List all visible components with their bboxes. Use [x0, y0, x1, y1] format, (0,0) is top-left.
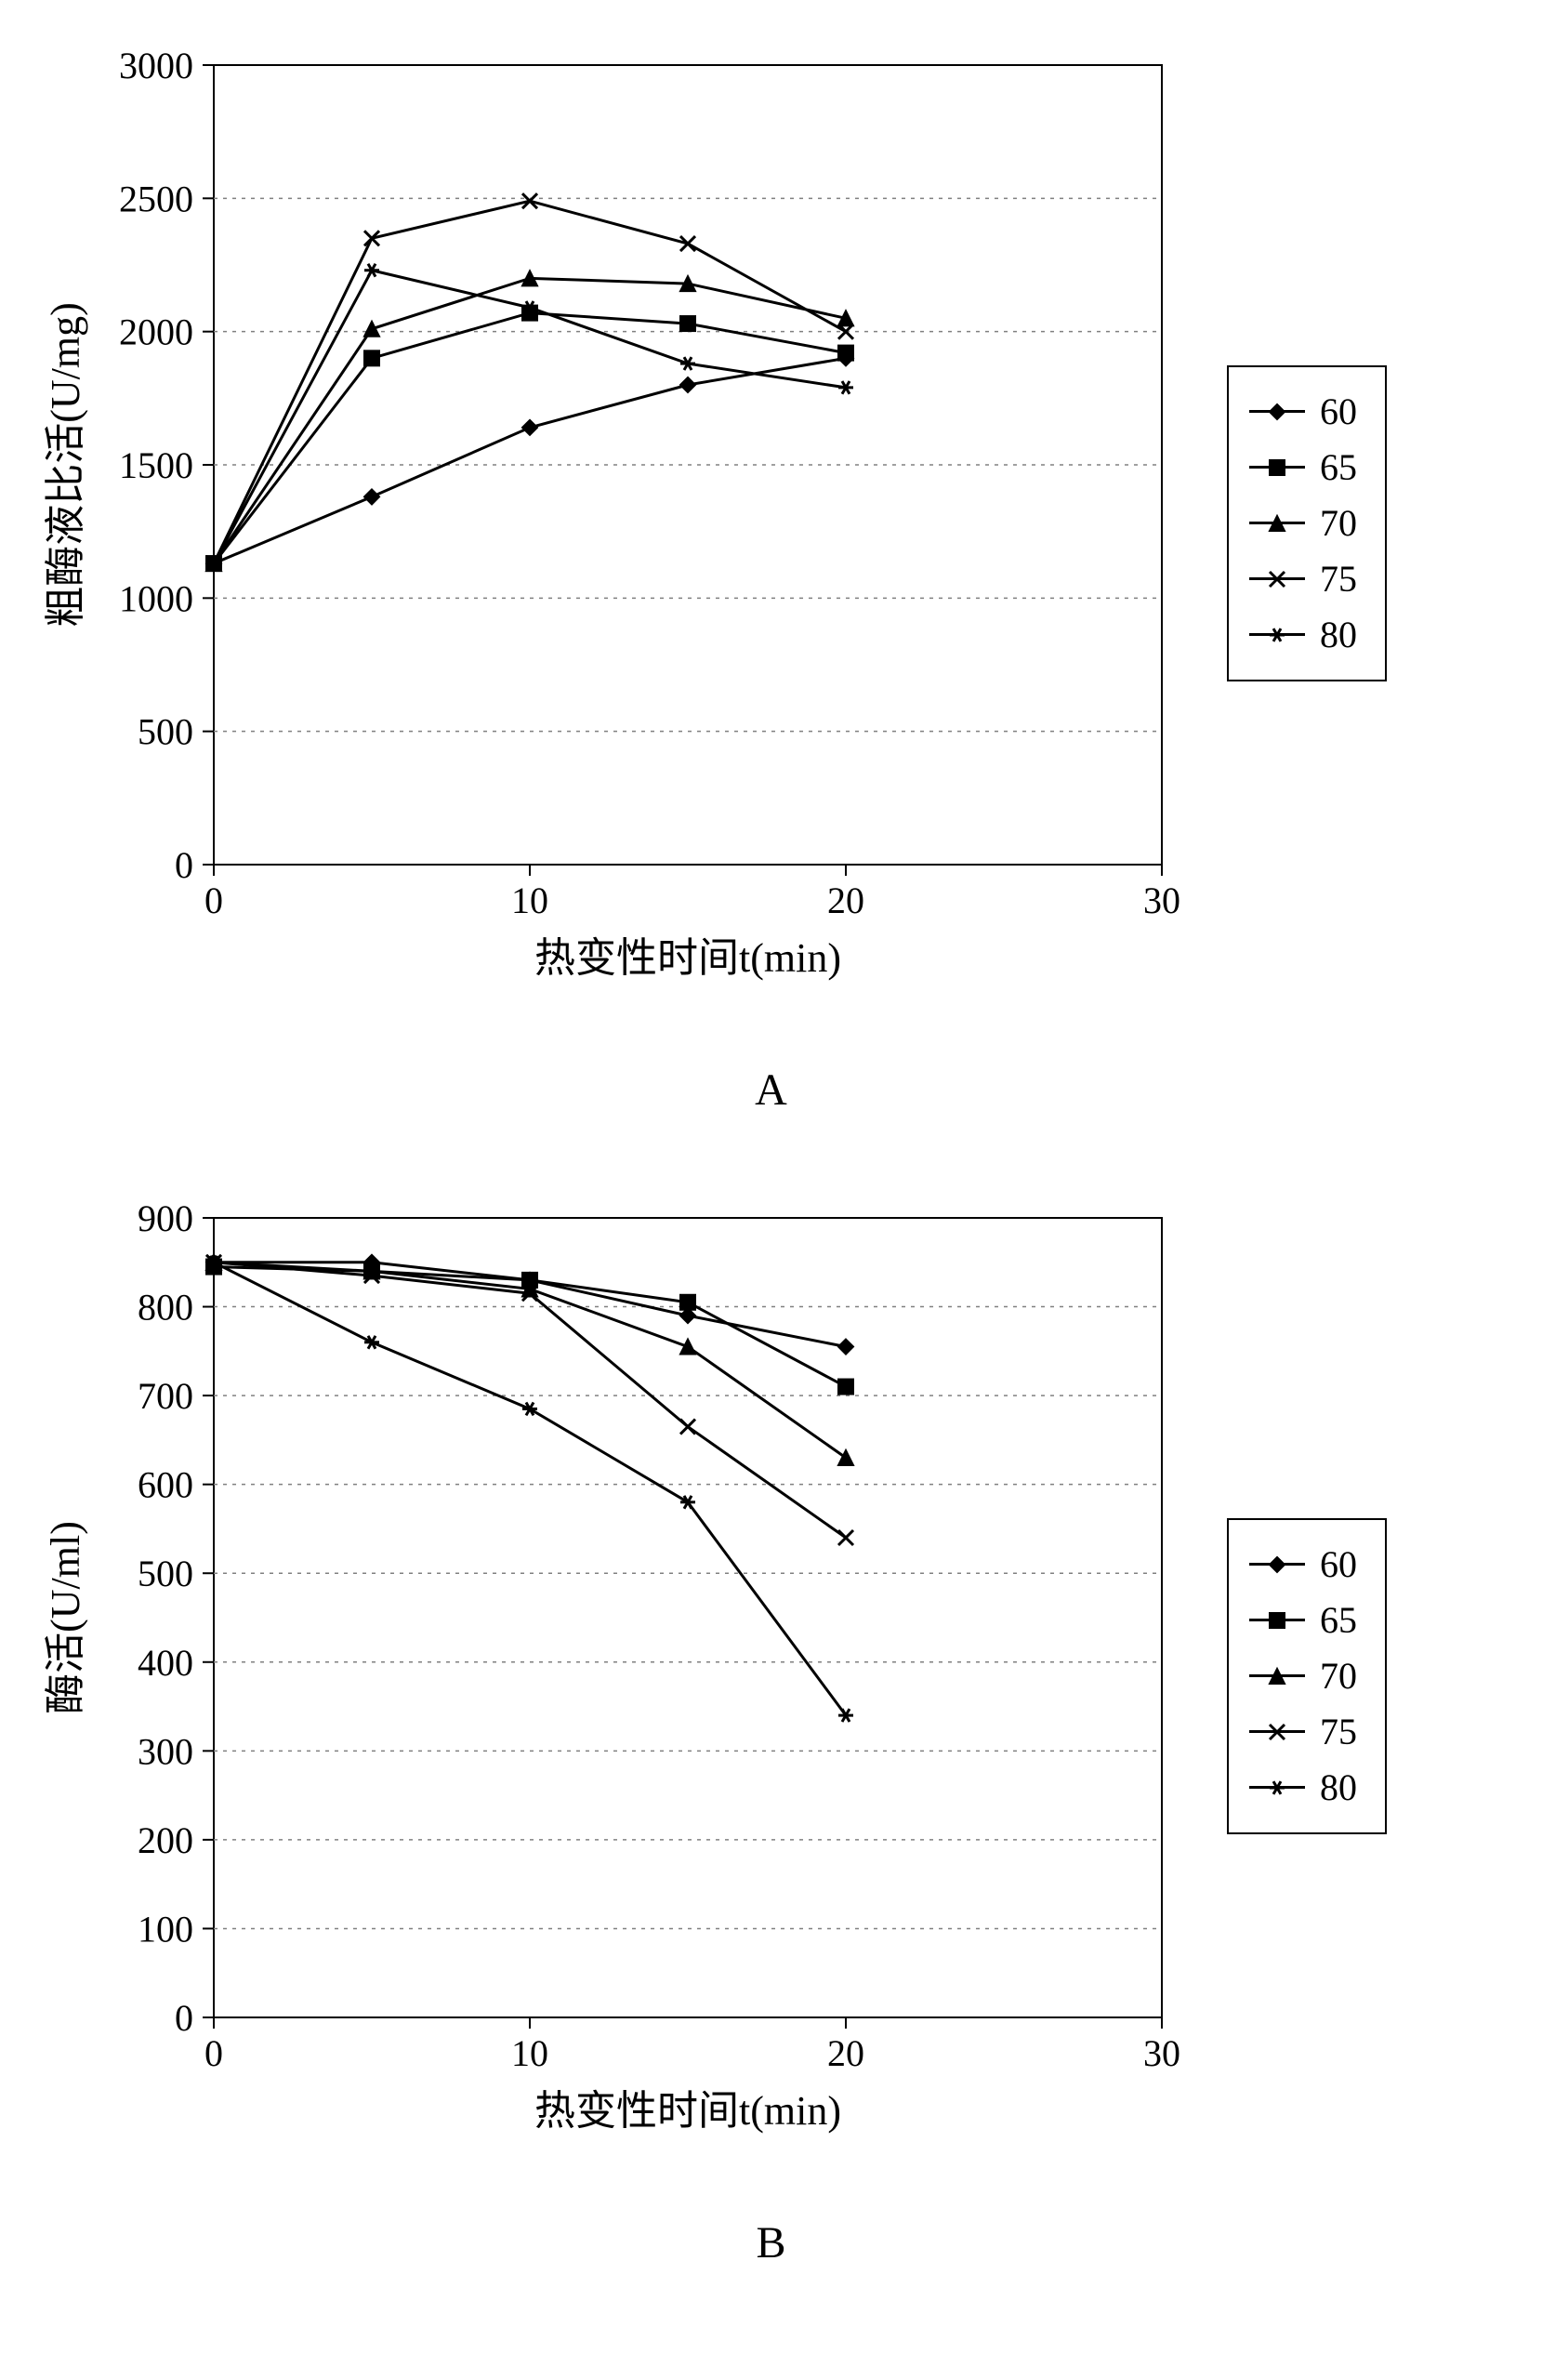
svg-text:200: 200	[138, 1819, 193, 1861]
chart-a-row: 0 500 1000 1500 2000 2500 3000 0 10 20 30 热变性时间t(mi…	[37, 37, 1505, 1009]
svg-text:300: 300	[138, 1730, 193, 1772]
svg-text:20: 20	[827, 879, 864, 921]
svg-text:10: 10	[511, 879, 548, 921]
legend-label: 70	[1320, 496, 1357, 551]
legend-label: 60	[1320, 384, 1357, 440]
chart-b-legend: 6065707580	[1227, 1518, 1387, 1834]
legend-entry: 65	[1249, 1593, 1357, 1648]
svg-text:30: 30	[1143, 879, 1180, 921]
svg-text:0: 0	[175, 1997, 193, 2039]
svg-text:酶活(U/ml): 酶活(U/ml)	[43, 1521, 88, 1714]
chart-a-legend: 6065707580	[1227, 365, 1387, 681]
svg-text:700: 700	[138, 1375, 193, 1417]
legend-label: 65	[1320, 440, 1357, 496]
svg-text:2000: 2000	[119, 311, 193, 353]
legend-entry: 75	[1249, 1704, 1357, 1760]
svg-text:100: 100	[138, 1908, 193, 1950]
svg-text:2500: 2500	[119, 178, 193, 219]
panel-a-label: A	[37, 1064, 1505, 1116]
svg-text:热变性时间t(min): 热变性时间t(min)	[534, 2088, 841, 2134]
legend-label: 75	[1320, 1704, 1357, 1760]
legend-label: 65	[1320, 1593, 1357, 1648]
panel-b-label: B	[37, 2217, 1505, 2268]
svg-text:800: 800	[138, 1287, 193, 1329]
svg-text:500: 500	[138, 711, 193, 753]
svg-text:600: 600	[138, 1464, 193, 1506]
svg-text:900: 900	[138, 1197, 193, 1239]
svg-text:30: 30	[1143, 2032, 1180, 2074]
svg-text:500: 500	[138, 1553, 193, 1594]
svg-text:粗酶液比活(U/mg): 粗酶液比活(U/mg)	[43, 302, 88, 628]
legend-entry: 65	[1249, 440, 1357, 496]
legend-label: 80	[1320, 1760, 1357, 1816]
chart-b-row: 0 100 200 300 400 500 600 700 800 900 0 10 20 30 热变性时间…	[37, 1190, 1505, 2162]
svg-text:400: 400	[138, 1642, 193, 1684]
svg-text:热变性时间t(min): 热变性时间t(min)	[534, 935, 841, 981]
figure-container: 0500100015002000250030000102030热变性时间t(mi…	[37, 37, 1505, 2268]
svg-text:1000: 1000	[119, 577, 193, 619]
legend-entry: 70	[1249, 1648, 1357, 1704]
legend-label: 80	[1320, 607, 1357, 663]
legend-entry: 75	[1249, 551, 1357, 607]
legend-entry: 80	[1249, 607, 1357, 663]
chart-a: 0 500 1000 1500 2000 2500 3000 0 10 20 30 热变性时间t(mi…	[37, 37, 1190, 1009]
legend-entry: 60	[1249, 1537, 1357, 1593]
legend-entry: 70	[1249, 496, 1357, 551]
legend-label: 75	[1320, 551, 1357, 607]
legend-label: 60	[1320, 1537, 1357, 1593]
svg-text:20: 20	[827, 2032, 864, 2074]
svg-text:3000: 3000	[119, 45, 193, 86]
svg-text:10: 10	[511, 2032, 548, 2074]
chart-b: 0 100 200 300 400 500 600 700 800 900 0 10 20 30 热变性时间…	[37, 1190, 1190, 2162]
legend-label: 70	[1320, 1648, 1357, 1704]
svg-text:1500: 1500	[119, 444, 193, 486]
legend-entry: 80	[1249, 1760, 1357, 1816]
legend-entry: 60	[1249, 384, 1357, 440]
svg-text:0: 0	[175, 844, 193, 886]
svg-text:0: 0	[204, 2032, 223, 2074]
svg-text:0: 0	[204, 879, 223, 921]
